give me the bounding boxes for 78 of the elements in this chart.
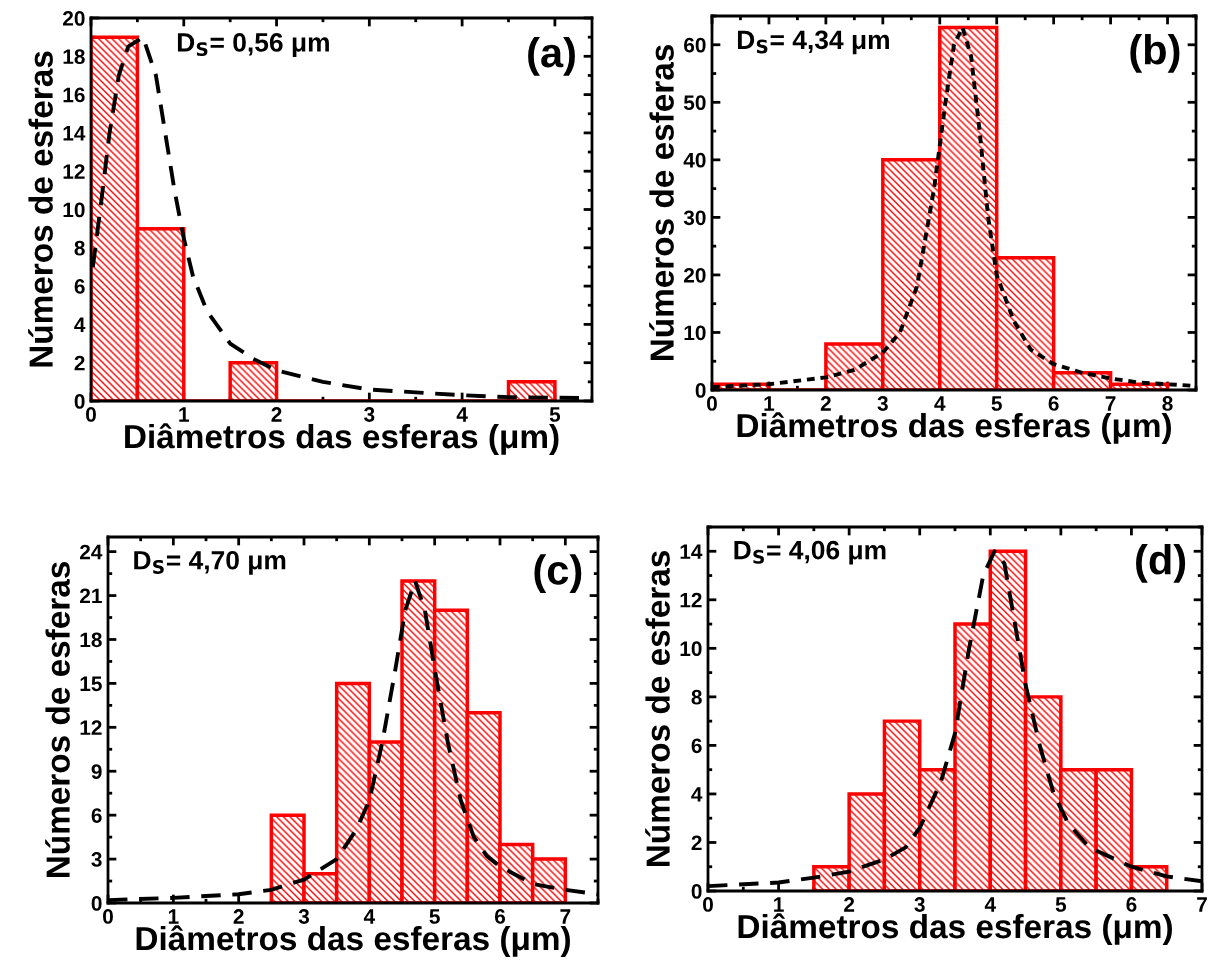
y-tick-label: 0 [691,884,702,899]
x-tick-label: 6 [1126,897,1137,912]
x-tick-label: 5 [549,407,561,422]
annotation: (b) [1130,33,1180,73]
x-axis-title: Diâmetros das esferas (μm) [136,925,570,957]
x-tick-label: 6 [494,909,506,924]
y-tick-label: 2 [74,355,85,371]
y-tick-label: 24 [80,544,103,560]
y-tick-label: 18 [80,632,102,648]
y-tick-label: 12 [680,592,702,608]
x-tick-label: 2 [820,396,831,411]
y-axis-title: Números de esferas [28,51,53,367]
x-tick-label: 2 [844,897,855,912]
y-tick-label: 40 [683,152,706,168]
y-tick-label: 10 [684,325,706,341]
y-tick-label: 10 [680,641,702,657]
x-axis-title: Diâmetros das esferas (μm) [737,412,1171,444]
x-tick-label: 4 [984,897,996,912]
x-tick-label: 4 [934,396,946,411]
x-tick-label: 1 [774,897,784,912]
x-tick-label: 4 [363,909,376,924]
x-tick-label: 0 [103,909,113,924]
y-tick-label: 12 [63,164,85,179]
x-tick-label: 0 [707,396,717,411]
annotation: D$_{S}$= 0,56 μm [177,33,329,57]
y-tick-label: 15 [80,676,102,692]
x-tick-label: 5 [991,396,1002,411]
annotation: D$_{S}$= 4,70 μm [134,550,286,575]
x-axis-title: Diâmetros das esferas (μm) [125,423,559,455]
y-tick-label: 9 [91,764,102,779]
annotation: (a) [528,36,575,76]
x-tick-label: 3 [877,396,888,411]
y-tick-label: 20 [63,11,85,26]
x-tick-label: 6 [1048,396,1059,411]
y-tick-label: 60 [684,37,706,53]
y-tick-label: 4 [691,787,703,802]
x-tick-label: 3 [914,897,925,912]
x-tick-label: 1 [168,909,179,924]
y-tick-label: 30 [683,210,706,226]
annotation: (d) [1136,543,1186,583]
annotation: D$_{S}$= 4,06 μm [734,540,886,565]
x-tick-label: 3 [298,909,310,924]
x-tick-label: 4 [456,407,468,422]
x-tick-label: 2 [271,407,282,422]
x-tick-label: 1 [179,407,189,422]
y-tick-label: 14 [680,544,703,559]
x-tick-label: 7 [1105,396,1116,411]
y-axis-title: Números de esferas [45,562,70,878]
x-tick-label: 5 [1055,897,1067,912]
y-tick-label: 14 [63,126,86,141]
y-tick-label: 3 [91,852,102,867]
x-tick-label: 7 [560,909,571,924]
x-tick-label: 5 [429,909,440,924]
y-tick-label: 8 [74,240,85,256]
annotation: D$_{S}$= 4,34 μm [737,30,889,55]
x-tick-label: 1 [764,396,775,411]
y-tick-label: 0 [695,383,706,398]
y-tick-label: 2 [691,835,702,851]
x-tick-label: 3 [364,407,375,422]
y-tick-label: 50 [683,95,706,111]
y-tick-label: 18 [63,49,85,65]
x-tick-label: 7 [1197,897,1207,912]
y-tick-label: 8 [691,689,702,705]
y-tick-label: 6 [74,279,85,294]
x-axis-title: Diâmetros das esferas (μm) [738,913,1172,945]
y-tick-label: 10 [63,202,85,218]
y-tick-label: 12 [80,720,102,735]
x-tick-label: 2 [233,909,244,924]
y-tick-label: 6 [91,808,102,823]
y-axis-title: Números de esferas [649,45,674,361]
y-tick-label: 4 [74,317,86,332]
x-tick-label: 8 [1162,396,1173,411]
annotation: (c) [534,554,582,594]
y-tick-label: 16 [63,87,85,103]
y-tick-label: 21 [80,588,102,604]
y-axis-title: Números de esferas [645,551,670,867]
y-tick-label: 20 [684,267,706,283]
y-tick-label: 6 [691,738,702,754]
